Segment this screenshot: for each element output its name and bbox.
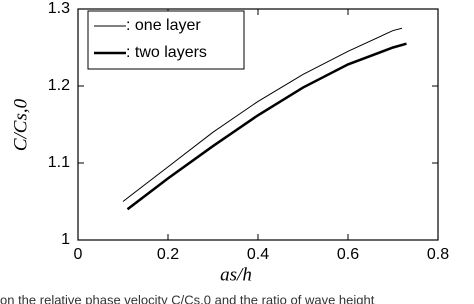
y-tick-label: 1 — [61, 231, 70, 248]
y-tick-label: 1.2 — [48, 77, 70, 94]
legend-box — [87, 10, 245, 70]
x-axis-label: as/h — [220, 264, 252, 285]
data-line — [126, 42, 407, 211]
legend-label: : two layers — [126, 44, 207, 61]
x-tick-label: 0.4 — [247, 246, 269, 263]
x-tick-label: 0.8 — [427, 246, 449, 263]
y-tick-label: 1.1 — [48, 154, 70, 171]
data-line — [122, 27, 403, 202]
caption: on the relative phase velocity C/Cs,0 an… — [0, 292, 375, 304]
y-tick-label: 1.3 — [48, 0, 70, 17]
legend-label: : one layer — [126, 17, 201, 34]
x-tick-label: 0 — [74, 246, 83, 263]
x-tick-label: 0.2 — [157, 246, 179, 263]
y-axis-label: C/Cs,0 — [10, 98, 31, 151]
x-tick-label: 0.6 — [337, 246, 359, 263]
